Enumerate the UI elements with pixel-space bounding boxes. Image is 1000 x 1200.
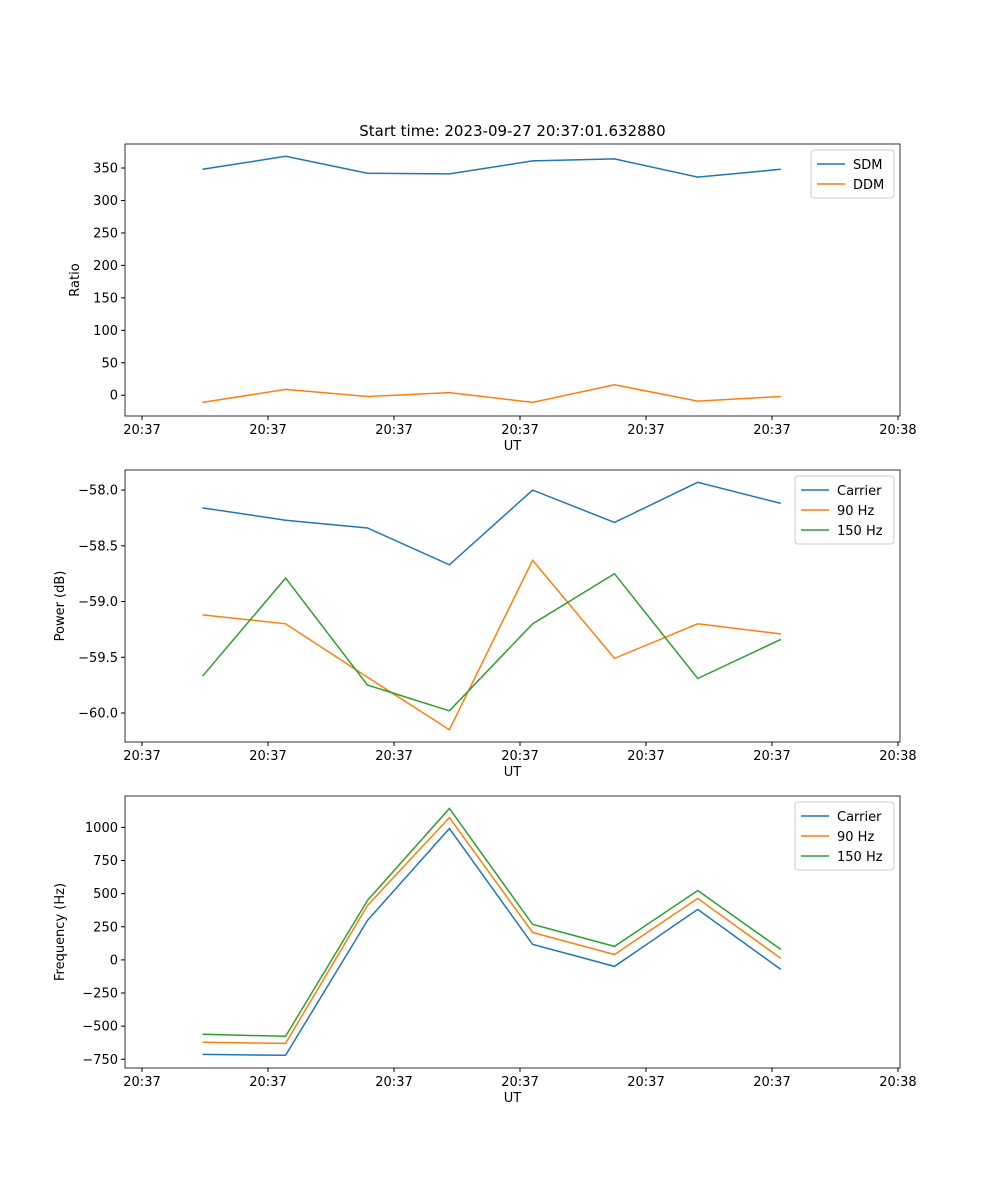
y-tick-label: −750: [82, 1053, 118, 1068]
x-tick-label: 20:37: [501, 749, 538, 764]
legend: SDM DDM: [810, 149, 895, 199]
series-line-carrier: [202, 827, 782, 1057]
plot-frame: [124, 795, 901, 1069]
series-line-sdm: [202, 155, 781, 178]
y-tick-label: 0: [110, 953, 118, 968]
y-tick-label: −250: [82, 987, 118, 1002]
x-tick-label: 20:37: [249, 1075, 286, 1090]
y-tick-label: 1000: [85, 821, 118, 836]
y-tick-label: 100: [93, 324, 118, 339]
chart-title: Start time: 2023-09-27 20:37:01.632880: [359, 122, 665, 140]
x-tick-label: 20:37: [123, 423, 160, 438]
x-tick-label: 20:37: [627, 749, 664, 764]
legend-label: 150 Hz: [837, 524, 883, 539]
legend-box: [794, 801, 895, 871]
subplot-3: 20:37 20:37 20:37 20:37 20:37 20:37 20:38 −750 −…: [53, 795, 917, 1106]
plot-frame: [124, 469, 901, 743]
y-tick-label: 150: [93, 291, 118, 306]
y-tick-label: −500: [82, 1020, 118, 1035]
y-tick-label: 50: [101, 356, 118, 371]
x-tick-label: 20:38: [879, 1075, 916, 1090]
legend-box: [794, 475, 895, 545]
series-line-90-hz: [202, 816, 782, 1045]
legend-label: Carrier: [837, 484, 882, 499]
y-axis-label: Power (dB): [53, 571, 68, 642]
x-tick-label: 20:37: [123, 1075, 160, 1090]
legend-label: 150 Hz: [837, 850, 883, 865]
x-axis-label: UT: [504, 765, 522, 780]
x-tick-label: 20:37: [627, 1075, 664, 1090]
legend-label: Carrier: [837, 810, 882, 825]
x-axis-label: UT: [504, 439, 522, 454]
subplot-1: Start time: 2023-09-27 20:37:01.632880 20…: [68, 122, 917, 454]
series-line-90-hz: [202, 558, 781, 731]
legend-box: [810, 149, 895, 199]
y-tick-label: −59.0: [78, 595, 118, 610]
series-line-150-hz: [202, 807, 782, 1038]
y-tick-label: 200: [93, 259, 118, 274]
y-tick-label: 250: [93, 920, 118, 935]
x-tick-label: 20:37: [753, 749, 790, 764]
x-tick-label: 20:37: [753, 423, 790, 438]
y-tick-label: 300: [93, 194, 118, 209]
x-tick-label: 20:37: [375, 423, 412, 438]
y-tick-label: −60.0: [78, 707, 118, 722]
y-tick-label: −58.0: [78, 484, 118, 499]
y-tick-label: 500: [93, 887, 118, 902]
legend-label: 90 Hz: [837, 504, 874, 519]
x-tick-label: 20:37: [249, 423, 286, 438]
series-line-ddm: [202, 384, 781, 404]
x-tick-label: 20:37: [501, 1075, 538, 1090]
series-line-150-hz: [201, 572, 782, 712]
series-line-carrier: [202, 481, 781, 566]
plot-frame: [124, 143, 901, 417]
x-tick-label: 20:38: [879, 423, 916, 438]
x-tick-label: 20:37: [123, 749, 160, 764]
x-tick-label: 20:37: [375, 1075, 412, 1090]
subplot-2: 20:37 20:37 20:37 20:37 20:37 20:37 20:38 −60.0…: [53, 469, 917, 780]
x-tick-label: 20:37: [501, 423, 538, 438]
y-tick-label: 350: [93, 162, 118, 177]
y-tick-label: 250: [93, 226, 118, 241]
legend: Carrier 90 Hz 150 Hz: [794, 801, 895, 871]
x-tick-label: 20:37: [753, 1075, 790, 1090]
y-tick-label: 750: [93, 854, 118, 869]
y-axis-label: Frequency (Hz): [53, 883, 68, 981]
x-tick-label: 20:37: [375, 749, 412, 764]
legend-label: SDM: [853, 158, 882, 173]
y-tick-label: −58.5: [78, 539, 118, 554]
x-tick-label: 20:37: [249, 749, 286, 764]
legend: Carrier 90 Hz 150 Hz: [794, 475, 895, 545]
x-tick-label: 20:38: [879, 749, 916, 764]
y-tick-label: 0: [110, 389, 118, 404]
y-axis-label: Ratio: [68, 263, 83, 296]
legend-label: DDM: [853, 178, 884, 193]
x-axis-label: UT: [504, 1091, 522, 1106]
x-tick-label: 20:37: [627, 423, 664, 438]
legend-label: 90 Hz: [837, 830, 874, 845]
y-tick-label: −59.5: [78, 651, 118, 666]
